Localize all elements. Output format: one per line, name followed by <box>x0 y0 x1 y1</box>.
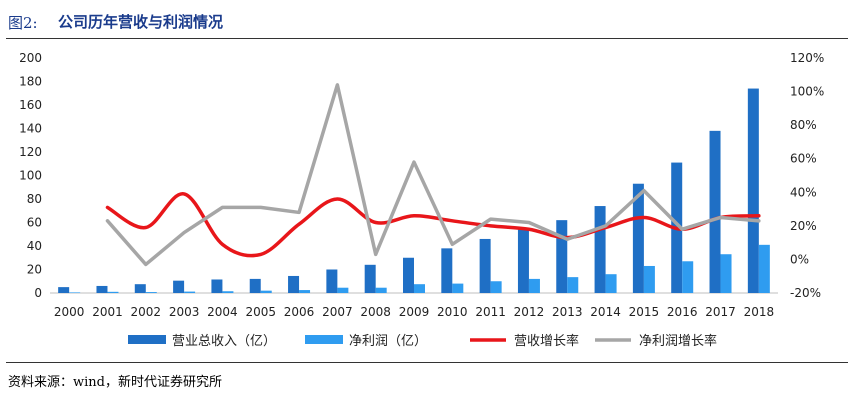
series-line <box>105 83 761 267</box>
bar <box>490 281 502 293</box>
x-tick-label: 2017 <box>705 305 736 319</box>
bar <box>747 88 759 293</box>
bar <box>107 291 119 293</box>
y-left-tick-label: 40 <box>27 239 42 253</box>
bar <box>337 287 349 293</box>
bar <box>758 244 770 293</box>
y-left-tick-label: 180 <box>19 75 42 89</box>
source-note: 资料来源：wind，新时代证券研究所 <box>8 375 222 390</box>
x-tick-label: 2006 <box>284 305 315 319</box>
x-tick-label: 2004 <box>207 305 238 319</box>
bar <box>414 284 425 293</box>
x-tick-label: 2001 <box>92 305 123 319</box>
y-left-tick-label: 160 <box>19 98 42 112</box>
x-tick-label: 2009 <box>399 305 430 319</box>
x-tick-label: 2015 <box>629 305 660 319</box>
x-tick-label: 2016 <box>667 305 698 319</box>
bar <box>567 277 579 293</box>
legend-label: 营业总收入（亿） <box>172 334 276 349</box>
x-tick-label: 2013 <box>552 305 583 319</box>
figure-title: 公司历年营收与利润情况 <box>58 13 224 31</box>
y-right-tick-label: 40% <box>790 185 817 199</box>
y-left-tick-label: 80 <box>27 192 42 206</box>
legend-label: 净利润（亿） <box>349 334 427 349</box>
y-right-tick-label: 80% <box>790 118 817 132</box>
bar <box>364 264 376 293</box>
bar <box>452 283 464 293</box>
x-tick-label: 2010 <box>437 305 468 319</box>
legend-swatch <box>305 335 343 344</box>
bar <box>441 248 453 293</box>
bar <box>134 284 146 293</box>
bar <box>720 254 732 293</box>
figure-label: 图2: <box>8 14 38 32</box>
bar <box>326 269 338 293</box>
bar <box>605 274 617 293</box>
x-tick-label: 2000 <box>54 305 85 319</box>
bar <box>288 275 300 293</box>
series-line <box>105 192 761 258</box>
y-right-tick-label: -20% <box>790 286 821 300</box>
bar <box>594 206 606 293</box>
bottom-rule <box>6 362 848 363</box>
bar <box>479 238 491 293</box>
y-right-tick-label: 0% <box>790 252 809 266</box>
bar <box>173 280 185 293</box>
x-tick-label: 2007 <box>322 305 353 319</box>
bar <box>58 287 70 293</box>
x-tick-label: 2011 <box>475 305 506 319</box>
y-left-tick-label: 60 <box>27 216 42 230</box>
bar <box>643 265 655 293</box>
y-left-tick-label: 140 <box>19 122 42 136</box>
y-left-tick-label: 0 <box>34 286 42 300</box>
bar <box>375 287 387 293</box>
bar <box>632 183 644 293</box>
y-right-tick-label: 100% <box>790 85 824 99</box>
top-rule <box>6 38 848 39</box>
y-left-tick-label: 200 <box>19 51 42 65</box>
y-right-tick-label: 60% <box>790 152 817 166</box>
bar <box>222 291 234 293</box>
bar <box>299 290 311 293</box>
legend-label: 营收增长率 <box>514 333 579 349</box>
bar <box>517 229 529 293</box>
bar <box>184 291 196 293</box>
y-left-tick-label: 20 <box>27 263 42 277</box>
bar <box>249 278 261 293</box>
legend-swatch <box>128 335 166 344</box>
y-right-tick-label: 20% <box>790 219 817 233</box>
x-tick-label: 2005 <box>245 305 276 319</box>
x-tick-label: 2008 <box>360 305 391 319</box>
x-tick-label: 2018 <box>744 305 775 319</box>
y-right-tick-label: 120% <box>790 51 824 65</box>
x-tick-label: 2003 <box>169 305 200 319</box>
bar <box>403 257 414 293</box>
bar <box>682 261 694 293</box>
bar <box>69 292 81 293</box>
bar <box>556 220 568 293</box>
bar <box>709 130 721 293</box>
y-left-tick-label: 100 <box>19 169 42 183</box>
x-tick-label: 2014 <box>590 305 621 319</box>
bar <box>96 285 108 293</box>
y-left-tick-label: 120 <box>19 145 42 159</box>
bar <box>211 279 223 293</box>
bar <box>260 290 272 293</box>
combo-chart: 0 20 40 60 80 100 120 140 160 180 200 -20% 0% 20% 40% 6… <box>19 51 824 349</box>
legend-label: 净利润增长率 <box>639 333 717 349</box>
bar <box>528 278 540 293</box>
x-tick-label: 2002 <box>131 305 162 319</box>
bar <box>145 292 157 293</box>
x-tick-label: 2012 <box>514 305 545 319</box>
